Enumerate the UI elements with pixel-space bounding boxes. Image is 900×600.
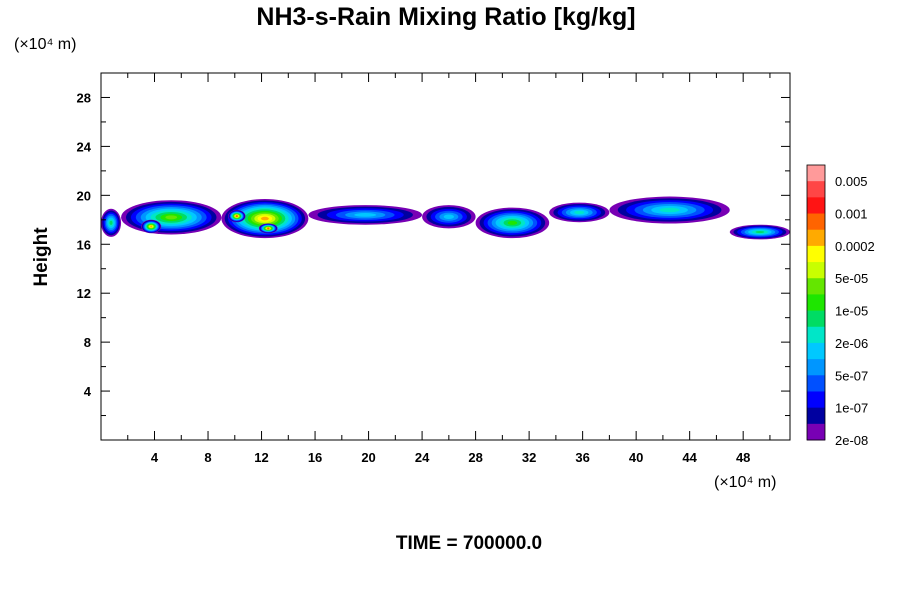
colorbar-label: 2e-06 [835, 336, 868, 351]
x-tick-label: 36 [575, 450, 589, 465]
time-label: TIME = 700000.0 [396, 533, 542, 554]
x-tick-label: 16 [308, 450, 322, 465]
y-axis-unit: (×10⁴ m) [14, 36, 76, 53]
contour-band [165, 215, 178, 220]
colorbar-swatch [807, 375, 825, 392]
colorbar-swatch [807, 197, 825, 215]
colorbar-swatch [807, 326, 825, 344]
x-tick-label: 48 [736, 450, 750, 465]
x-tick-label: 20 [361, 450, 375, 465]
plot-frame [100, 72, 791, 441]
contour-band [574, 210, 585, 215]
contour-band [150, 225, 153, 228]
x-tick-label: 32 [522, 450, 536, 465]
colorbar-label: 0.005 [835, 174, 868, 189]
contour-field [101, 196, 790, 240]
x-axis: 4 8 12 16 20 24 28 32 36 40 44 48 [127, 73, 771, 465]
y-tick-label: 12 [77, 286, 91, 301]
x-tick-label: 40 [629, 450, 643, 465]
colorbar: 0.005 0.001 0.0002 5e-05 1e-05 2e-06 5e-07 1e-0… [806, 164, 875, 448]
colorbar-label: 1e-07 [835, 401, 868, 416]
contour-band [443, 214, 455, 219]
y-axis: 4 8 12 16 20 24 28 [77, 90, 790, 417]
colorbar-label: 1e-05 [835, 304, 868, 319]
x-tick-label: 4 [151, 450, 159, 465]
x-tick-label: 12 [254, 450, 268, 465]
contour-band [109, 220, 113, 225]
colorbar-swatch [807, 213, 825, 231]
colorbar-swatch [807, 407, 825, 425]
contour-band [267, 227, 270, 230]
colorbar-swatch [807, 245, 825, 263]
colorbar-swatch [807, 391, 825, 409]
colorbar-label: 2e-08 [835, 433, 868, 448]
y-tick-label: 20 [77, 188, 91, 203]
x-tick-label: 24 [415, 450, 430, 465]
contour-band [260, 216, 269, 221]
colorbar-label: 0.001 [835, 207, 868, 222]
colorbar-swatch [807, 310, 825, 328]
contour-band [354, 213, 377, 217]
y-tick-label: 16 [77, 237, 91, 252]
colorbar-label: 5e-07 [835, 368, 868, 383]
y-tick-label: 8 [84, 335, 91, 350]
y-tick-label: 28 [77, 90, 91, 105]
colorbar-swatch [807, 359, 825, 376]
contour-band [659, 207, 680, 213]
colorbar-label: 5e-05 [835, 271, 868, 286]
y-axis-label: Height [31, 227, 52, 287]
colorbar-label: 0.0002 [835, 239, 875, 254]
colorbar-swatch [807, 278, 825, 295]
contour-band [235, 215, 238, 218]
colorbar-swatch [807, 423, 825, 441]
colorbar-frame [806, 164, 826, 441]
contour-band [755, 230, 765, 234]
plot-area [101, 73, 790, 440]
x-tick-label: 28 [468, 450, 482, 465]
y-tick-label: 4 [84, 384, 92, 399]
colorbar-swatch [807, 181, 825, 198]
x-axis-unit: (×10⁴ m) [714, 474, 776, 491]
colorbar-swatch [807, 229, 825, 247]
colorbar-swatch [807, 262, 825, 279]
colorbar-swatch [807, 165, 825, 182]
chart-title: NH3-s-Rain Mixing Ratio [kg/kg] [256, 3, 635, 31]
y-tick-label: 24 [77, 139, 92, 154]
x-tick-label: 8 [204, 450, 211, 465]
colorbar-swatch [807, 294, 825, 312]
colorbar-swatch [807, 342, 825, 360]
x-tick-label: 44 [682, 450, 697, 465]
contour-band [507, 220, 518, 225]
